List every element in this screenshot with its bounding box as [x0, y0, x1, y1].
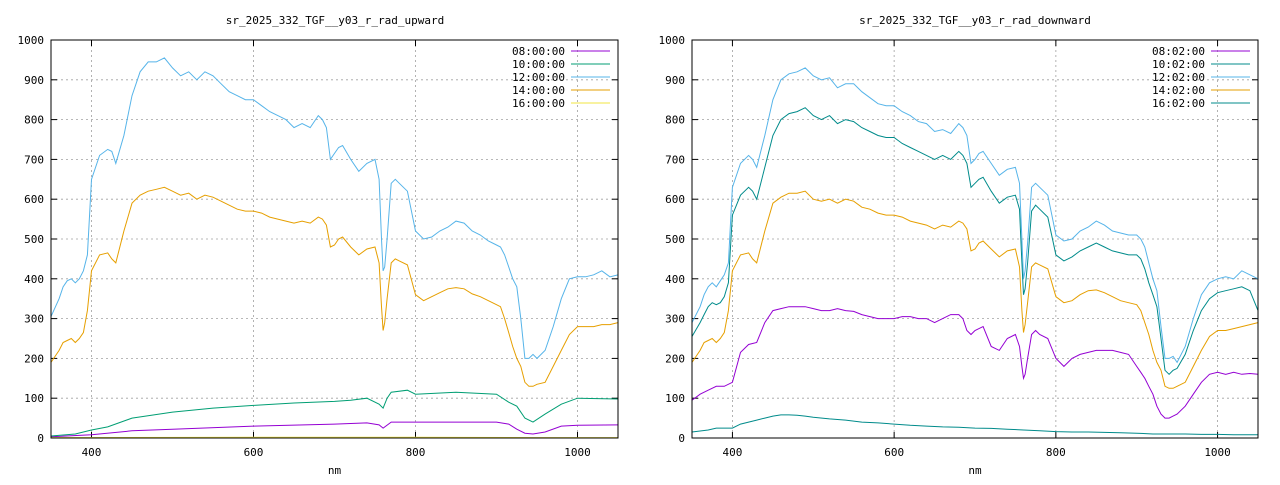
chart-panel-1: sr_2025_332_TGF__y03_r_rad_upward 0 100 200… [18, 14, 619, 477]
y-tick-label: 100 [24, 392, 44, 405]
y-tick-label: 700 [665, 153, 685, 166]
series-line-14:00:00 [51, 187, 618, 386]
y-tick-label: 0 [37, 432, 44, 445]
y-tick-label: 0 [678, 432, 685, 445]
y-tick-label: 400 [665, 273, 685, 286]
legend-label: 16:00:00 [512, 97, 565, 110]
x-tick-label: 600 [244, 446, 264, 459]
y-tick-label: 200 [24, 352, 44, 365]
y-tick-label: 800 [24, 114, 44, 127]
legend-label: 12:02:00 [1152, 71, 1205, 84]
x-tick-label: 1000 [564, 446, 591, 459]
x-axis-label: nm [968, 464, 982, 477]
legend-label: 14:00:00 [512, 84, 565, 97]
x-tick-label: 1000 [1204, 446, 1231, 459]
x-tick-label: 400 [722, 446, 742, 459]
y-tick-label: 800 [665, 114, 685, 127]
y-tick-label: 600 [24, 193, 44, 206]
y-tick-label: 500 [24, 233, 44, 246]
y-tick-label: 900 [665, 74, 685, 87]
legend-label: 14:02:00 [1152, 84, 1205, 97]
y-tick-label: 1000 [659, 34, 686, 47]
series-line-10:00:00 [51, 390, 618, 436]
y-tick-label: 100 [665, 392, 685, 405]
x-tick-label: 800 [406, 446, 426, 459]
y-tick-label: 900 [24, 74, 44, 87]
chart-title: sr_2025_332_TGF__y03_r_rad_downward [859, 14, 1091, 27]
legend-label: 16:02:00 [1152, 97, 1205, 110]
series-line-16:02:00 [692, 108, 1258, 375]
y-tick-label: 700 [24, 153, 44, 166]
x-axis-label: nm [328, 464, 342, 477]
legend-label: 12:00:00 [512, 71, 565, 84]
series-line-08:00:00 [51, 422, 618, 437]
x-tick-label: 800 [1046, 446, 1066, 459]
series-line-08:02:00 [692, 307, 1258, 418]
y-tick-label: 500 [665, 233, 685, 246]
legend-label: 08:02:00 [1152, 45, 1205, 58]
legend-label: 10:02:00 [1152, 58, 1205, 71]
chart-panel-2: sr_2025_332_TGF__y03_r_rad_downward 0 100 2… [659, 14, 1259, 477]
chart-title: sr_2025_332_TGF__y03_r_rad_upward [226, 14, 445, 27]
y-tick-label: 300 [24, 313, 44, 326]
x-tick-label: 600 [884, 446, 904, 459]
y-tick-label: 300 [665, 313, 685, 326]
series-line-10:02:00 [692, 415, 1258, 435]
y-tick-label: 400 [24, 273, 44, 286]
legend-label: 10:00:00 [512, 58, 565, 71]
y-tick-label: 200 [665, 352, 685, 365]
y-tick-label: 1000 [18, 34, 45, 47]
legend-label: 08:00:00 [512, 45, 565, 58]
x-tick-label: 400 [82, 446, 102, 459]
y-tick-label: 600 [665, 193, 685, 206]
